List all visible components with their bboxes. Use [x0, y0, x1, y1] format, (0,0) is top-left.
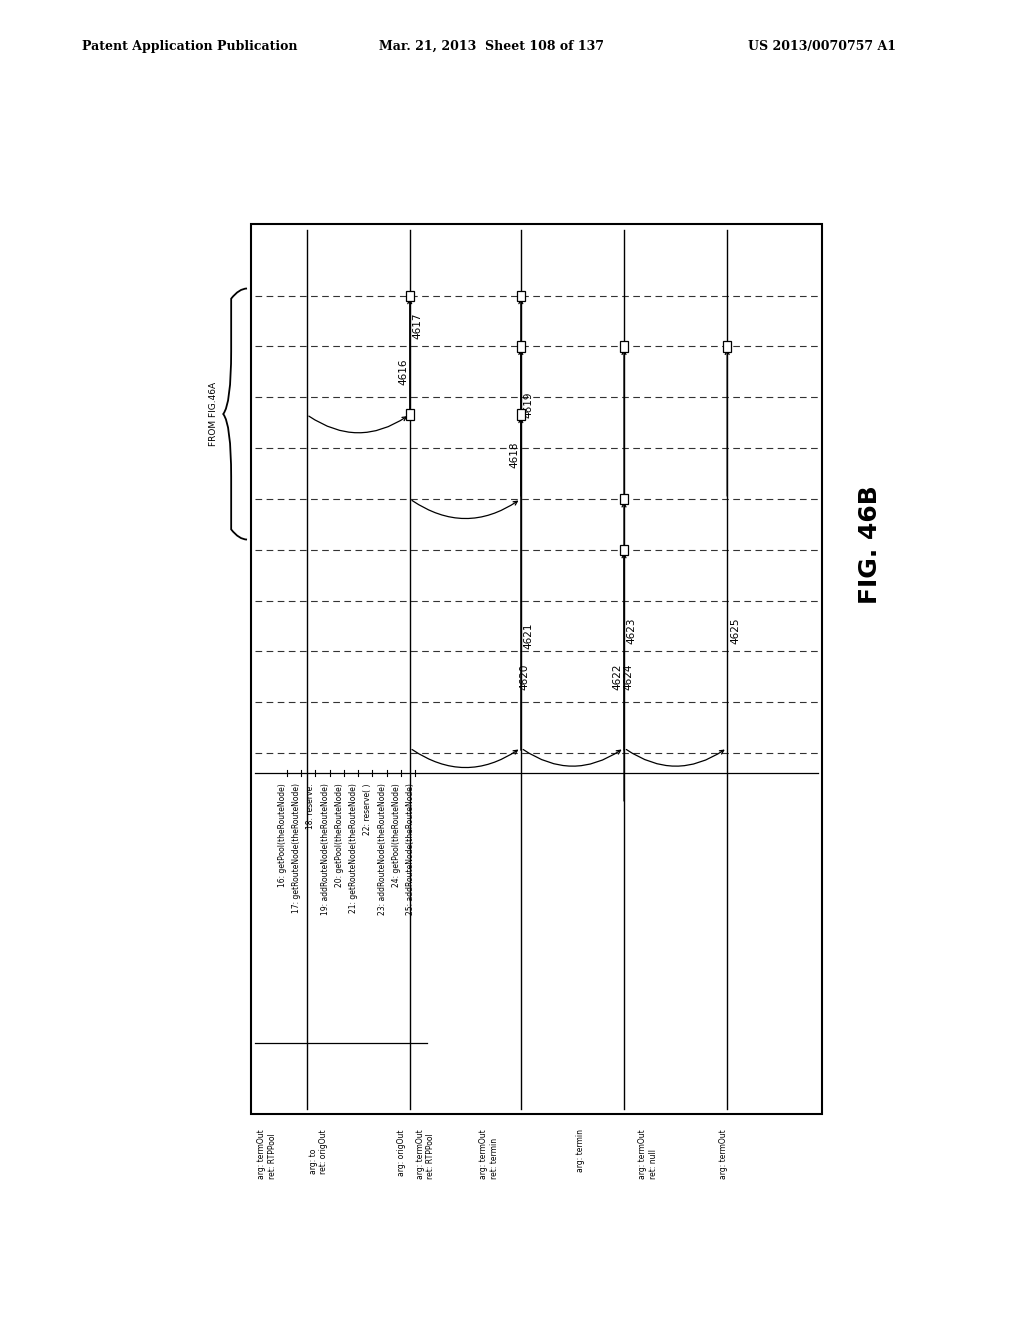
Text: 25: addRouteNode(theRouteNode): 25: addRouteNode(theRouteNode): [407, 784, 416, 915]
Text: FIG. 46B: FIG. 46B: [858, 486, 882, 605]
Bar: [251, 224, 822, 1114]
Text: 4620: 4620: [520, 664, 529, 690]
Text: arg: termOut
ret: RTPPool: arg: termOut ret: RTPPool: [416, 1129, 435, 1179]
Text: 24: getPool(theRouteNode): 24: getPool(theRouteNode): [392, 784, 401, 887]
Text: 4616: 4616: [398, 359, 409, 385]
Text: 4618: 4618: [510, 442, 519, 469]
Text: 20: getPool(theRouteNode): 20: getPool(theRouteNode): [335, 784, 344, 887]
Text: arg: termOut: arg: termOut: [719, 1129, 728, 1179]
Bar: [406, 409, 414, 420]
Bar: [620, 545, 628, 554]
Text: FROM FIG.46A: FROM FIG.46A: [209, 381, 218, 446]
Bar: [620, 494, 628, 504]
Text: arg: origOut: arg: origOut: [397, 1129, 407, 1176]
Text: 19: addRouteNode(theRouteNode): 19: addRouteNode(theRouteNode): [321, 784, 330, 915]
Bar: [517, 290, 525, 301]
Bar: [620, 342, 628, 351]
Text: 4619: 4619: [523, 391, 534, 417]
Text: arg: termin: arg: termin: [575, 1129, 585, 1172]
Text: 17: getRouteNode(theRouteNode): 17: getRouteNode(theRouteNode): [292, 784, 301, 913]
Text: 4624: 4624: [623, 664, 633, 690]
Bar: [406, 290, 414, 301]
Text: Mar. 21, 2013  Sheet 108 of 137: Mar. 21, 2013 Sheet 108 of 137: [379, 40, 604, 53]
Text: arg: to
ret: origOut: arg: to ret: origOut: [309, 1129, 328, 1173]
Bar: [517, 409, 525, 420]
Text: 4625: 4625: [730, 618, 740, 644]
Text: 18: reserve:: 18: reserve:: [306, 784, 315, 829]
Text: 4623: 4623: [627, 618, 637, 644]
Text: 16: getPool(theRouteNode): 16: getPool(theRouteNode): [278, 784, 287, 887]
Text: arg: termOut
ret: RTPPool: arg: termOut ret: RTPPool: [257, 1129, 276, 1179]
Text: 4617: 4617: [413, 313, 423, 339]
Text: arg: termOut
ret: termin: arg: termOut ret: termin: [479, 1129, 499, 1179]
Text: Patent Application Publication: Patent Application Publication: [82, 40, 297, 53]
Text: 21: getRouteNode(theRouteNode): 21: getRouteNode(theRouteNode): [349, 784, 358, 913]
Text: US 2013/0070757 A1: US 2013/0070757 A1: [748, 40, 896, 53]
Text: 4622: 4622: [612, 664, 623, 690]
Bar: [517, 342, 525, 351]
Text: 23: addRouteNode(theRouteNode): 23: addRouteNode(theRouteNode): [378, 784, 387, 915]
Text: 22: reserve( ): 22: reserve( ): [364, 784, 373, 836]
Text: 4621: 4621: [523, 623, 534, 649]
Text: arg: termOut
ret: null: arg: termOut ret: null: [638, 1129, 657, 1179]
Bar: [723, 342, 731, 351]
